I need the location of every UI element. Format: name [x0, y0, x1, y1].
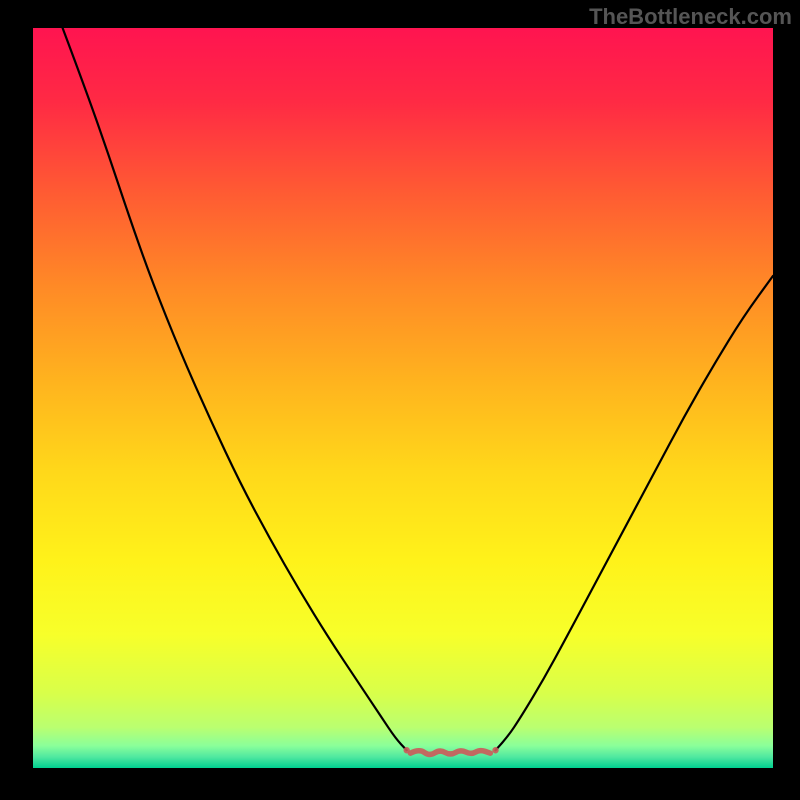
plot-background	[33, 28, 773, 768]
bottleneck-chart	[0, 0, 800, 800]
watermark-text: TheBottleneck.com	[589, 4, 792, 30]
bottom-dot	[404, 747, 410, 753]
chart-svg	[0, 0, 800, 800]
bottom-dot	[492, 747, 498, 753]
